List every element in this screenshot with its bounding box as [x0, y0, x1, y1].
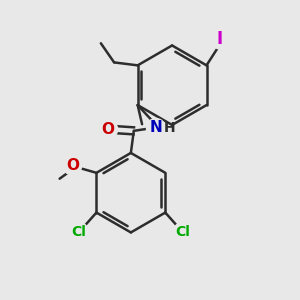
Circle shape — [69, 222, 88, 241]
Text: H: H — [163, 121, 175, 135]
Circle shape — [173, 222, 192, 241]
Text: I: I — [217, 30, 223, 48]
Circle shape — [210, 30, 229, 49]
Text: Cl: Cl — [176, 225, 190, 239]
Text: N: N — [149, 120, 162, 135]
Text: O: O — [102, 122, 115, 137]
Circle shape — [63, 156, 82, 175]
Text: Cl: Cl — [71, 225, 86, 239]
Circle shape — [146, 118, 165, 137]
Circle shape — [99, 120, 118, 139]
Text: O: O — [66, 158, 79, 173]
